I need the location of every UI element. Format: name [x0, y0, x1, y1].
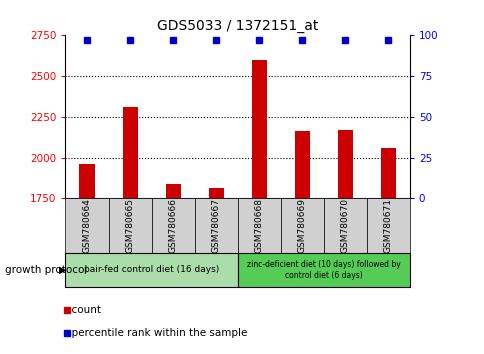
Bar [337, 130, 352, 198]
Bar [208, 188, 223, 198]
Text: GSM780666: GSM780666 [168, 198, 177, 253]
Bar [323, 198, 366, 253]
Bar [280, 198, 323, 253]
Bar [65, 198, 108, 253]
Bar [251, 60, 266, 198]
Bar [108, 198, 151, 253]
Bar [122, 107, 137, 198]
Text: GSM780670: GSM780670 [340, 198, 349, 253]
Text: GSM780667: GSM780667 [211, 198, 220, 253]
Text: zinc-deficient diet (10 days) followed by
control diet (6 days): zinc-deficient diet (10 days) followed b… [246, 260, 400, 280]
Bar [165, 184, 180, 198]
Text: percentile rank within the sample: percentile rank within the sample [65, 328, 247, 338]
Bar [294, 131, 309, 198]
Text: growth protocol: growth protocol [5, 265, 87, 275]
Bar [237, 198, 280, 253]
Text: GSM780669: GSM780669 [297, 198, 306, 253]
Text: ▶: ▶ [59, 265, 66, 275]
Text: GSM780671: GSM780671 [383, 198, 392, 253]
Bar [65, 253, 237, 287]
Bar [380, 148, 395, 198]
Text: GSM780665: GSM780665 [125, 198, 134, 253]
Bar [151, 198, 194, 253]
Text: GSM780668: GSM780668 [254, 198, 263, 253]
Bar [237, 253, 409, 287]
Bar [194, 198, 237, 253]
Bar [366, 198, 409, 253]
Text: pair-fed control diet (16 days): pair-fed control diet (16 days) [84, 266, 219, 274]
Title: GDS5033 / 1372151_at: GDS5033 / 1372151_at [157, 19, 318, 33]
Text: count: count [65, 305, 101, 315]
Text: GSM780664: GSM780664 [82, 198, 91, 253]
Bar [79, 164, 94, 198]
